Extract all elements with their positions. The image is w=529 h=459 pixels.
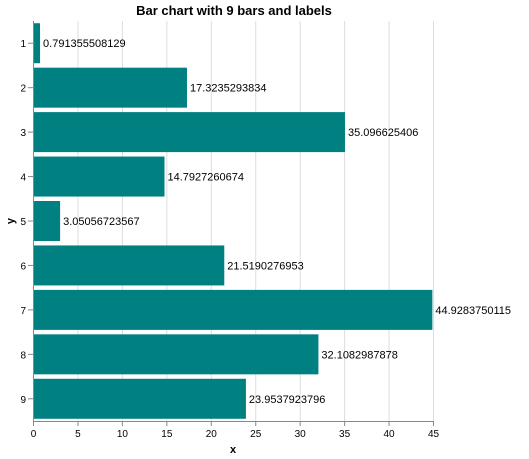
data-label-3: 35.096625406: [348, 127, 418, 139]
y-axis-title: y: [5, 217, 17, 224]
x-tick-label-45: 45: [428, 429, 440, 440]
chart-title: Bar chart with 9 bars and labels: [136, 3, 332, 18]
y-tick-label-7: 7: [20, 306, 26, 317]
y-tick-label-5: 5: [20, 217, 26, 228]
x-tick-label-0: 0: [31, 429, 37, 440]
data-label-2: 17.3235293834: [190, 83, 266, 95]
bar-4: [33, 156, 165, 197]
data-label-4: 14.7927260674: [167, 172, 243, 184]
bar-6: [33, 245, 225, 286]
data-labels: 0.791355508129 17.3235293834 35.096625406 1…: [43, 38, 511, 406]
data-label-5: 3.05056723567: [63, 216, 139, 228]
bar-2: [33, 67, 187, 108]
y-tick-label-8: 8: [20, 350, 26, 361]
bar-3: [33, 112, 345, 153]
x-tick-label-15: 15: [161, 429, 173, 440]
y-axis: 1 2 3 4 5 6 7 8 9: [20, 21, 34, 422]
x-tick-label-5: 5: [75, 429, 81, 440]
bar-7: [33, 289, 433, 330]
bar-8: [33, 334, 319, 375]
bar-1: [33, 23, 41, 64]
x-axis: 0 5 10 15 20 25 30 35 40 45: [31, 421, 440, 440]
y-tick-label-1: 1: [20, 39, 26, 50]
y-tick-label-6: 6: [20, 261, 26, 272]
x-tick-label-10: 10: [117, 429, 129, 440]
y-tick-label-2: 2: [20, 84, 26, 95]
data-label-1: 0.791355508129: [43, 38, 126, 50]
x-tick-label-35: 35: [339, 429, 351, 440]
data-label-9: 23.9537923796: [249, 394, 325, 406]
y-tick-label-9: 9: [20, 395, 26, 406]
x-tick-label-40: 40: [383, 429, 395, 440]
bar-5: [33, 201, 61, 241]
x-axis-title: x: [230, 444, 237, 456]
bars: [33, 23, 433, 419]
x-tick-label-30: 30: [295, 429, 307, 440]
x-tick-label-25: 25: [250, 429, 262, 440]
data-label-6: 21.5190276953: [227, 260, 303, 272]
y-tick-label-3: 3: [20, 128, 26, 139]
x-tick-label-20: 20: [206, 429, 218, 440]
data-label-8: 32.1082987878: [321, 349, 397, 361]
data-label-7: 44.9283750115: [435, 305, 511, 317]
y-tick-label-4: 4: [20, 173, 26, 184]
bar-9: [33, 378, 246, 419]
